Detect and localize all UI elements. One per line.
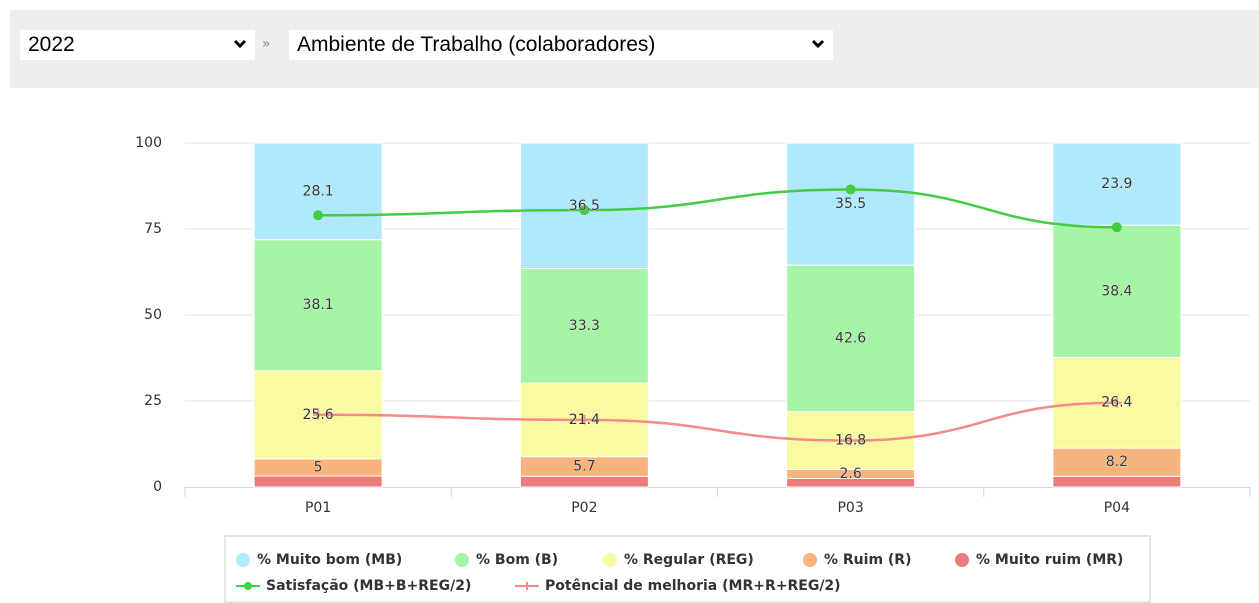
bar-segment xyxy=(786,411,916,470)
data-label: 8.2 xyxy=(1106,454,1128,470)
line-point xyxy=(313,210,324,221)
line-point xyxy=(845,184,856,195)
y-tick-label: 100 xyxy=(135,135,162,151)
data-label: 25.6 xyxy=(303,407,334,423)
bar-segment xyxy=(253,142,383,241)
survey-select[interactable]: Ambiente de Trabalho (colaboradores) xyxy=(289,30,833,60)
legend-marker xyxy=(803,553,817,567)
chevron xyxy=(811,39,825,49)
bar-segment xyxy=(1052,224,1182,358)
bar-segment xyxy=(253,458,383,477)
bar-segment xyxy=(519,456,649,477)
line-point xyxy=(1111,222,1122,233)
data-label: 35.5 xyxy=(835,196,866,212)
separator: » xyxy=(262,36,271,52)
x-tick-label: P04 xyxy=(1104,500,1130,516)
legend-label: Potêncial de melhoria (MR+R+REG/2) xyxy=(545,578,841,594)
data-label: 21.4 xyxy=(569,412,600,428)
data-label: 33.3 xyxy=(569,318,600,334)
survey-value: Ambiente de Trabalho (colaboradores) xyxy=(297,33,656,56)
bar-segment xyxy=(786,477,916,488)
bar-segment xyxy=(253,475,383,488)
data-label: 2.6 xyxy=(839,466,861,482)
bar-segment xyxy=(519,142,649,270)
x-tick-label: P01 xyxy=(305,500,331,516)
data-label: 36.5 xyxy=(569,198,600,214)
data-label: 5.7 xyxy=(573,459,595,475)
line-point xyxy=(313,409,324,420)
bar-segment xyxy=(786,142,916,266)
legend-label: % Bom (B) xyxy=(476,552,558,568)
y-tick-label: 0 xyxy=(153,479,162,495)
bar-segment xyxy=(786,468,916,479)
year-value: 2022 xyxy=(28,33,75,56)
line-series xyxy=(318,401,1117,442)
data-label: 38.4 xyxy=(1101,283,1132,299)
y-tick-label: 50 xyxy=(144,307,162,323)
bar-segment xyxy=(519,268,649,384)
bar-segment xyxy=(1052,356,1182,449)
data-label: 16.8 xyxy=(835,433,866,449)
data-label: 23.9 xyxy=(1101,176,1132,192)
bar-segment xyxy=(1052,142,1182,226)
line-point xyxy=(579,205,590,216)
y-tick-label: 75 xyxy=(144,221,162,237)
legend-label: % Regular (REG) xyxy=(624,552,754,568)
legend-marker xyxy=(236,553,250,567)
legend-marker xyxy=(455,553,469,567)
bar-segment xyxy=(253,370,383,460)
year-select[interactable]: 2022 xyxy=(20,30,255,60)
legend-label: Satisfação (MB+B+REG/2) xyxy=(266,578,471,594)
data-label: 38.1 xyxy=(303,297,334,313)
y-tick-label: 25 xyxy=(144,393,162,409)
legend-label: % Muito ruim (MR) xyxy=(976,552,1123,568)
bar-segment xyxy=(1052,475,1182,488)
legend-marker xyxy=(523,582,531,590)
x-tick-label: P03 xyxy=(837,500,863,516)
line-point xyxy=(1111,397,1122,408)
bar-segment xyxy=(519,382,649,458)
data-label: 42.6 xyxy=(835,330,866,346)
chevron xyxy=(233,39,247,49)
data-label: 28.1 xyxy=(303,183,334,199)
legend-marker xyxy=(244,582,252,590)
line-point xyxy=(579,414,590,425)
line-point xyxy=(845,435,856,446)
legend-marker xyxy=(955,553,969,567)
bar-segment xyxy=(1052,447,1182,477)
data-label: 5 xyxy=(314,459,323,475)
line-series xyxy=(318,188,1117,229)
legend-label: % Ruim (R) xyxy=(824,552,912,568)
legend-label: % Muito bom (MB) xyxy=(257,552,402,568)
bar-segment xyxy=(519,475,649,488)
bar-segment xyxy=(253,239,383,372)
legend-marker xyxy=(603,553,617,567)
data-label: 26.4 xyxy=(1101,395,1132,411)
bar-segment xyxy=(786,264,916,413)
x-tick-label: P02 xyxy=(571,500,597,516)
legend-box xyxy=(224,535,1151,603)
